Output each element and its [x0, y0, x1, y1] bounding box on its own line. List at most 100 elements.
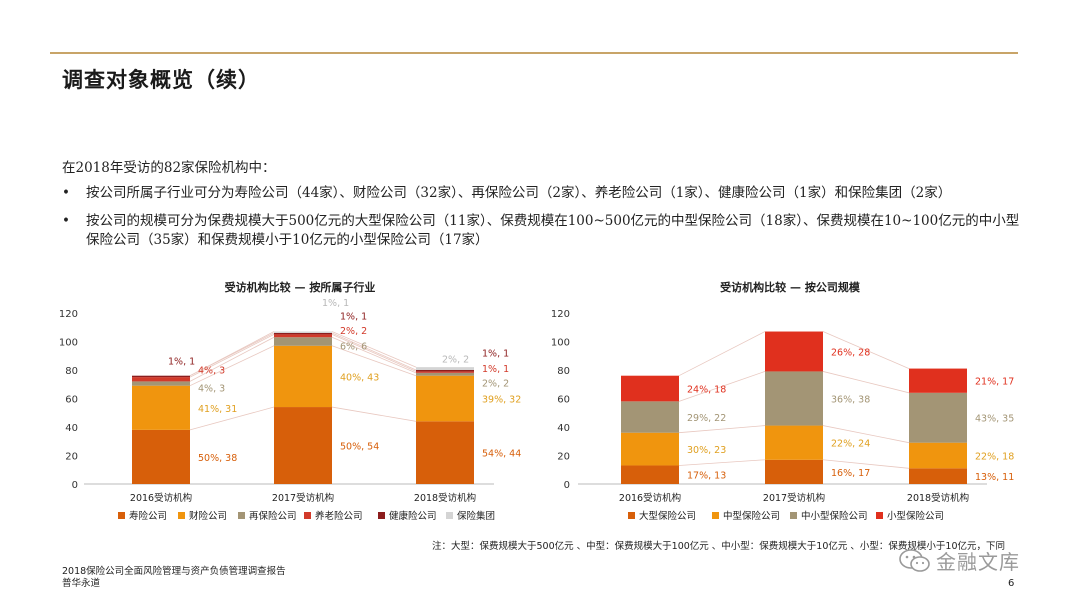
- bar-segment: [765, 371, 823, 426]
- page-title: 调查对象概览（续）: [62, 68, 260, 92]
- bar-segment: [132, 385, 190, 430]
- bar-segment: [274, 331, 332, 333]
- data-label: 17%, 13: [687, 471, 726, 482]
- legend-label: 大型保险公司: [639, 510, 696, 522]
- bar-segment: [621, 465, 679, 484]
- series-connector-line: [331, 334, 417, 372]
- legend-label: 健康险公司: [389, 510, 437, 522]
- data-label: 41%, 31: [198, 404, 237, 415]
- footnote: 注：大型：保费规模大于500亿元 、中型：保费规模大于100亿元 、中小型：保费…: [432, 541, 1006, 552]
- data-label: 4%, 3: [198, 384, 225, 395]
- bar-segment: [765, 459, 823, 484]
- y-tick-label: 20: [65, 452, 78, 463]
- series-connector-line: [189, 331, 275, 377]
- bar-segment: [909, 392, 967, 443]
- bar-segment: [416, 371, 474, 373]
- y-tick-label: 100: [59, 338, 78, 349]
- bar-segment: [416, 367, 474, 370]
- bar-segment: [274, 407, 332, 484]
- y-tick-label: 100: [551, 338, 570, 349]
- legend-swatch: [118, 512, 125, 519]
- data-label: 40%, 43: [340, 372, 379, 383]
- data-label: 6%, 6: [340, 342, 367, 353]
- data-label: 1%, 1: [322, 298, 349, 309]
- bar-segment: [416, 421, 474, 484]
- legend-label: 养老险公司: [315, 510, 363, 522]
- x-tick-label: 2018受访机构: [907, 492, 969, 504]
- series-connector-line: [822, 425, 910, 444]
- series-connector-line: [331, 331, 417, 368]
- bar-segment: [416, 370, 474, 372]
- data-label: 22%, 24: [831, 439, 870, 450]
- bar-segment: [621, 401, 679, 433]
- bullet-text: 按公司的规模可分为保费规模大于500亿元的大型保险公司（11家）、保费规模在10…: [86, 213, 1020, 248]
- legend-label: 财险公司: [189, 510, 227, 522]
- bar-segment: [765, 425, 823, 460]
- bar-segment: [909, 442, 967, 469]
- data-label: 36%, 38: [831, 395, 870, 406]
- watermark: 金融文库: [898, 546, 1020, 575]
- intro-text: 在2018年受访的82家保险机构中：: [62, 160, 276, 176]
- data-label: 39%, 32: [482, 395, 521, 406]
- bar-segment: [132, 375, 190, 378]
- y-tick-label: 20: [557, 452, 570, 463]
- bar-segment: [909, 368, 967, 393]
- series-connector-line: [189, 345, 275, 387]
- legend-label: 保险集团: [457, 510, 495, 522]
- bar-segment: [132, 381, 190, 386]
- data-label: 16%, 17: [831, 468, 870, 479]
- data-label: 29%, 22: [687, 413, 726, 424]
- legend-swatch: [876, 512, 883, 519]
- series-connector-line: [678, 371, 766, 402]
- data-label: 50%, 38: [198, 453, 237, 464]
- bar-segment: [132, 377, 190, 382]
- series-connector-line: [822, 331, 910, 369]
- series-connector-line: [331, 336, 417, 374]
- y-tick-label: 60: [65, 395, 78, 406]
- chart-title: 受访机构比较 — 按公司规模: [720, 280, 861, 294]
- series-connector-line: [822, 459, 910, 469]
- y-tick-label: 40: [65, 423, 78, 434]
- y-tick-label: 80: [65, 366, 78, 377]
- bar-segment: [274, 332, 332, 335]
- legend-swatch: [378, 512, 385, 519]
- series-connector-line: [189, 334, 275, 378]
- watermark-text: 金融文库: [936, 550, 1020, 574]
- bullet-dot-icon: •: [62, 213, 70, 229]
- data-label: 2%, 2: [442, 355, 469, 366]
- data-label: 24%, 18: [687, 385, 726, 396]
- legend-swatch: [238, 512, 245, 519]
- legend-swatch: [790, 512, 797, 519]
- data-label: 21%, 17: [975, 377, 1014, 388]
- bar-segment: [132, 429, 190, 484]
- series-connector-line: [822, 371, 910, 394]
- y-tick-label: 80: [557, 366, 570, 377]
- series-connector-line: [331, 345, 417, 377]
- footer: 2018保险公司全面风险管理与资产负债管理调查报告 普华永道: [62, 566, 286, 590]
- bar-segment: [765, 331, 823, 372]
- data-label: 2%, 2: [482, 378, 509, 389]
- series-connector-line: [189, 406, 275, 431]
- y-tick-label: 0: [72, 480, 78, 491]
- series-connector-line: [331, 406, 417, 422]
- series-connector-line: [189, 336, 275, 382]
- legend-label: 再保险公司: [249, 510, 297, 522]
- bar-segment: [274, 345, 332, 408]
- y-tick-label: 40: [557, 423, 570, 434]
- footer-report-title: 2018保险公司全面风险管理与资产负债管理调查报告: [62, 566, 286, 577]
- data-label: 1%, 1: [482, 364, 509, 375]
- legend-swatch: [446, 512, 453, 519]
- legend-label: 中小型保险公司: [801, 510, 868, 522]
- data-label: 1%, 1: [340, 312, 367, 323]
- y-tick-label: 120: [551, 309, 570, 320]
- bullet-list: • 按公司所属子行业可分为寿险公司（44家）、财险公司（32家）、再保险公司（2家…: [62, 184, 1022, 259]
- chart-title: 受访机构比较 — 按所属子行业: [225, 280, 376, 294]
- bullet-item: • 按公司所属子行业可分为寿险公司（44家）、财险公司（32家）、再保险公司（2家…: [62, 184, 1022, 203]
- bullet-dot-icon: •: [62, 185, 70, 201]
- series-connector-line: [678, 425, 766, 434]
- data-label: 43%, 35: [975, 414, 1014, 425]
- bar-segment: [621, 375, 679, 402]
- legend-label: 寿险公司: [129, 510, 167, 522]
- series-connector-line: [678, 459, 766, 466]
